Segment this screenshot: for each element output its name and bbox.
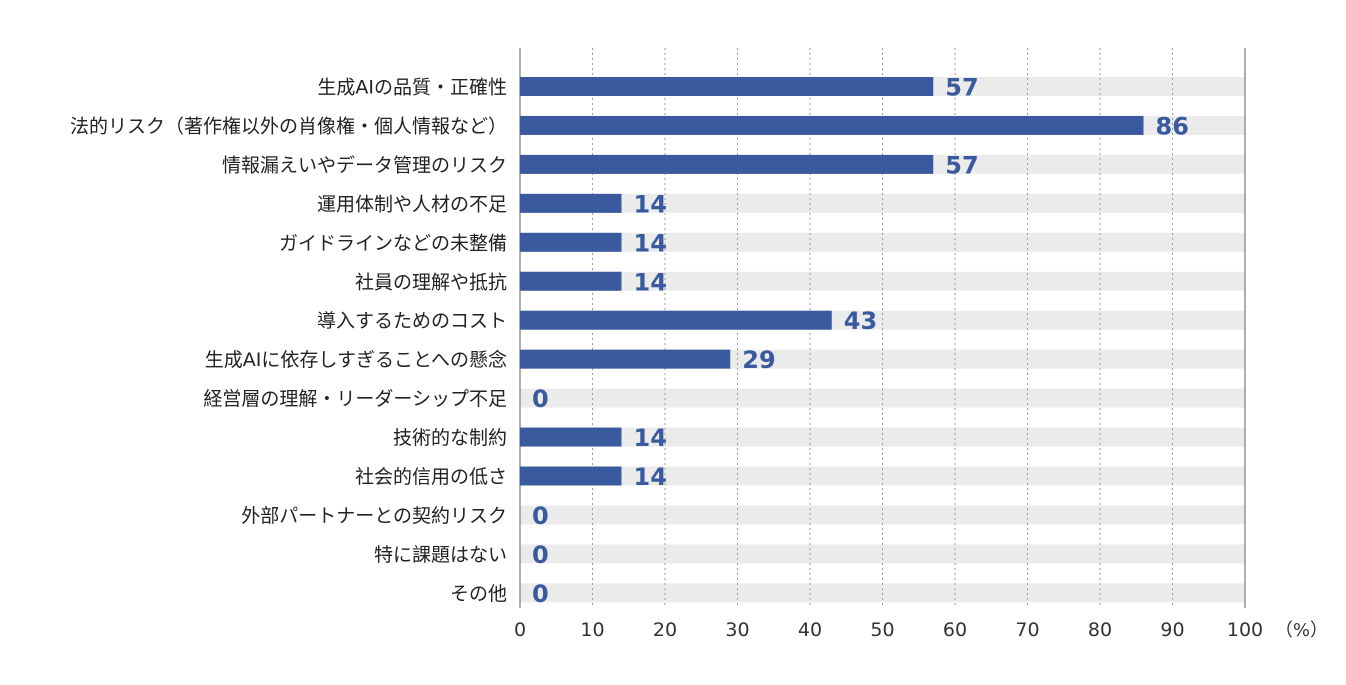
value-label: 14 (634, 424, 667, 452)
value-label: 0 (532, 502, 549, 530)
bar (520, 232, 622, 252)
x-axis-unit: （%） (1275, 620, 1328, 641)
value-labels: 57 86 57 14 14 14 43 29 0 14 14 0 0 0 (532, 74, 1189, 608)
x-tick-label: 10 (580, 619, 604, 641)
bar (520, 310, 832, 330)
value-label: 14 (634, 190, 667, 218)
x-tick-label: 50 (870, 619, 894, 641)
x-tick-label: 80 (1088, 619, 1112, 641)
x-tick-label: 30 (725, 619, 749, 641)
value-label: 14 (634, 229, 667, 257)
bar (520, 77, 934, 96)
value-label: 43 (844, 307, 877, 335)
x-axis-ticks: 0 10 20 30 40 50 60 70 80 90 100 (514, 619, 1263, 641)
bar-track (520, 427, 1245, 447)
category-label: 社員の理解や抵抗 (355, 271, 507, 293)
category-label: その他 (450, 583, 507, 605)
value-label: 0 (532, 541, 549, 569)
category-label: 運用体制や人材の不足 (317, 193, 507, 215)
category-label: 導入するためのコスト (317, 310, 507, 332)
value-label: 57 (945, 74, 978, 102)
category-label: 経営層の理解・リーダーシップ不足 (203, 388, 507, 410)
bar (520, 271, 622, 291)
x-tick-label: 90 (1160, 619, 1184, 641)
category-label: 生成AIの品質・正確性 (317, 77, 507, 99)
bar-track (520, 583, 1245, 603)
value-label: 14 (634, 268, 667, 296)
x-tick-label: 40 (798, 619, 822, 641)
bar (520, 154, 934, 174)
value-label: 0 (532, 580, 549, 608)
bar-track (520, 232, 1245, 252)
value-label: 86 (1156, 112, 1189, 140)
bar-track (520, 271, 1245, 291)
x-tick-label: 60 (943, 619, 967, 641)
category-label: 社会的信用の低さ (355, 466, 507, 488)
category-label: ガイドラインなどの未整備 (279, 232, 507, 254)
bar (520, 466, 622, 486)
bar (520, 427, 622, 447)
category-label: 外部パートナーとの契約リスク (241, 505, 507, 527)
x-tick-label: 100 (1227, 619, 1263, 641)
category-label: 生成AIに依存しすぎることへの懸念 (205, 348, 507, 371)
value-label: 29 (742, 346, 775, 374)
value-label: 0 (532, 385, 549, 413)
category-label: 特に課題はない (374, 544, 507, 566)
bar (520, 193, 622, 213)
bar-track (520, 466, 1245, 486)
bars-layer (520, 77, 1144, 486)
x-tick-label: 0 (514, 619, 526, 641)
bar (520, 349, 731, 369)
category-label: 技術的な制約 (393, 427, 507, 449)
x-tick-label: 70 (1015, 619, 1039, 641)
value-label: 14 (634, 463, 667, 491)
category-label: 情報漏えいやデータ管理のリスク (222, 154, 507, 176)
category-label: 法的リスク（著作権以外の肖像権・個人情報など） (70, 115, 507, 137)
x-tick-label: 20 (653, 619, 677, 641)
value-label: 57 (945, 151, 978, 179)
bar (520, 115, 1144, 135)
